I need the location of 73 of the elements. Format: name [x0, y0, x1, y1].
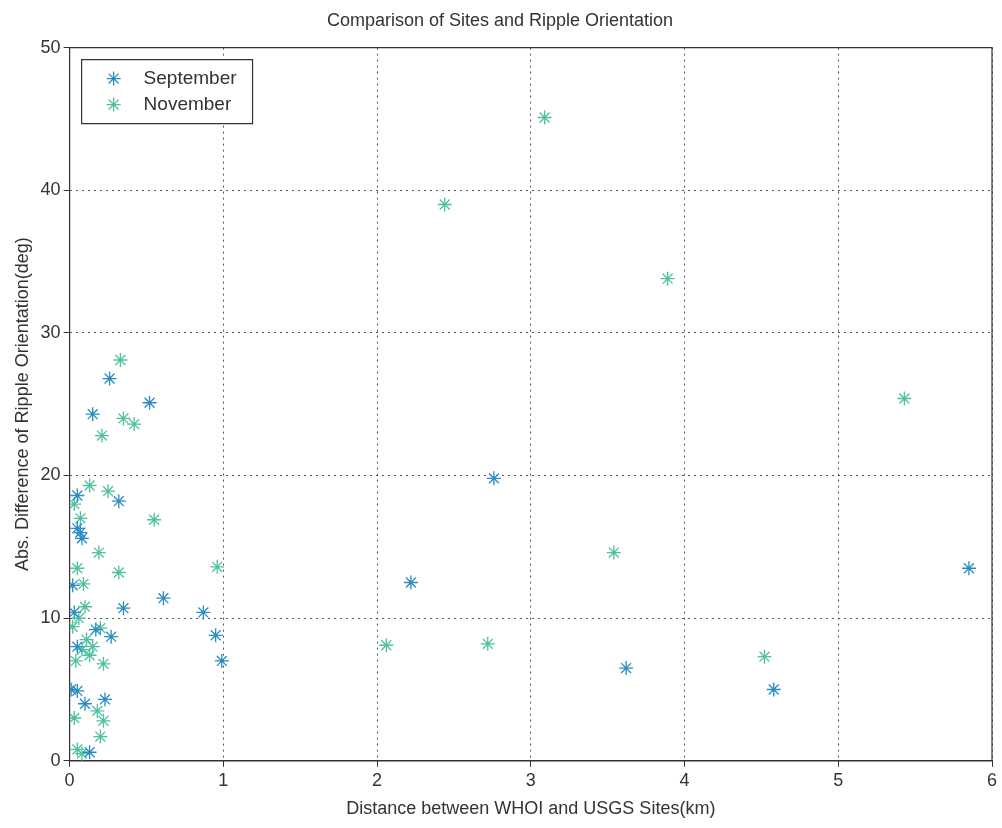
point — [81, 477, 98, 494]
point — [69, 560, 85, 576]
point — [756, 649, 773, 665]
point — [209, 559, 225, 575]
y-axis-title: Abs. Difference of Ripple Orientation(deg) — [11, 237, 32, 572]
point — [141, 395, 158, 411]
x-tick-label: 6 — [986, 769, 998, 790]
point — [115, 600, 132, 616]
point — [208, 627, 224, 643]
point — [95, 656, 112, 672]
point — [111, 493, 127, 509]
chart-title: Comparison of Sites and Ripple Orientation — [326, 9, 674, 30]
point — [112, 352, 128, 368]
y-tick-label: 0 — [50, 749, 61, 770]
x-tick-label: 5 — [833, 769, 844, 790]
point — [69, 639, 85, 655]
x-tick-label: 1 — [218, 769, 229, 790]
point — [69, 683, 85, 699]
legend-label: September — [143, 66, 238, 88]
x-tick-label: 4 — [679, 769, 690, 790]
point — [71, 610, 87, 626]
point — [618, 660, 634, 676]
point — [81, 647, 98, 663]
point — [81, 744, 98, 760]
point — [89, 703, 105, 719]
y-tick-label: 50 — [40, 36, 61, 57]
point — [78, 631, 95, 648]
point — [378, 637, 394, 653]
y-tick-label: 40 — [40, 179, 61, 200]
x-tick-label: 3 — [525, 769, 536, 790]
point — [896, 390, 913, 407]
point — [214, 653, 230, 669]
point — [115, 410, 132, 427]
point — [72, 510, 89, 526]
point — [85, 639, 101, 655]
point — [766, 681, 782, 698]
x-tick-label: 0 — [64, 769, 75, 790]
point — [95, 713, 112, 729]
point — [77, 599, 93, 615]
point — [146, 512, 162, 528]
y-tick-label: 20 — [40, 464, 61, 485]
point — [403, 574, 419, 591]
point — [155, 590, 172, 606]
point — [101, 370, 118, 387]
legend-label: November — [143, 92, 232, 114]
point — [77, 696, 93, 712]
point — [111, 564, 127, 581]
point — [85, 406, 101, 422]
point — [75, 576, 92, 592]
point — [537, 109, 553, 126]
y-tick-label: 10 — [40, 607, 61, 628]
point — [437, 196, 453, 213]
point — [659, 271, 676, 287]
point — [606, 544, 622, 561]
point — [69, 653, 84, 669]
point — [126, 416, 142, 432]
point — [92, 728, 109, 745]
point — [480, 636, 496, 652]
point — [92, 620, 109, 636]
point — [74, 641, 90, 658]
point — [69, 487, 85, 504]
point — [195, 604, 212, 621]
point — [97, 691, 113, 708]
point — [961, 560, 977, 576]
point — [88, 621, 104, 638]
y-tick-label: 30 — [40, 321, 61, 342]
point — [91, 544, 107, 561]
point — [100, 483, 116, 499]
x-tick-label: 2 — [372, 769, 383, 790]
x-axis-title: Distance between WHOI and USGS Sites(km) — [346, 798, 716, 819]
point — [94, 427, 110, 444]
point — [486, 470, 502, 487]
point — [103, 629, 119, 645]
